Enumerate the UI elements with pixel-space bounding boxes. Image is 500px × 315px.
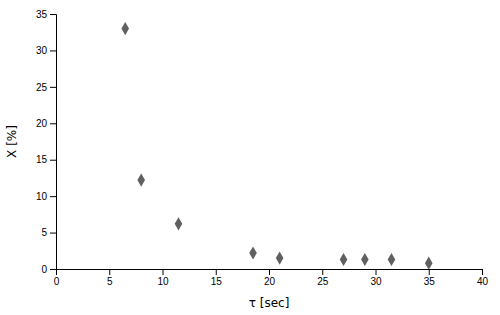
point <box>175 217 183 230</box>
axis-line <box>50 15 57 270</box>
point <box>137 174 145 187</box>
tick-label: 10 <box>36 191 48 202</box>
tick: 35 <box>36 9 56 20</box>
tick-mark <box>376 269 377 275</box>
tick-label: 15 <box>211 276 223 287</box>
tick-mark <box>322 269 323 275</box>
tick-label: 20 <box>264 276 276 287</box>
point <box>121 22 129 35</box>
tick-mark <box>50 14 56 15</box>
tick-mark <box>109 269 110 275</box>
tick: 30 <box>36 45 56 56</box>
tick: 30 <box>370 269 382 287</box>
point <box>388 253 396 266</box>
tick-mark <box>216 269 217 275</box>
tick: 40 <box>477 269 489 287</box>
x-axis-title: τ [sec] <box>249 296 290 310</box>
tick-mark <box>482 269 483 275</box>
tick: 15 <box>211 269 223 287</box>
tick-mark <box>50 50 56 51</box>
tick: 10 <box>157 269 169 287</box>
point <box>276 251 284 264</box>
tick-label: 35 <box>424 276 436 287</box>
point <box>249 246 257 259</box>
tick-label: 40 <box>477 276 489 287</box>
tick-mark <box>269 269 270 275</box>
tick-mark <box>50 160 56 161</box>
tick-label: 5 <box>107 276 113 287</box>
tick: 20 <box>264 269 276 287</box>
tick-label: 15 <box>36 154 48 165</box>
points <box>121 22 432 269</box>
tick-label: 20 <box>36 118 48 129</box>
y-axis: 0 5 10 15 20 25 30 35 <box>36 9 57 275</box>
point <box>425 257 433 269</box>
tick-label: 35 <box>36 9 48 20</box>
tick-mark <box>50 269 56 270</box>
tick-label: 5 <box>41 227 47 238</box>
tick-label: 30 <box>36 45 48 56</box>
tick: 20 <box>36 118 56 129</box>
tick-label: 25 <box>317 276 329 287</box>
tick: 5 <box>41 227 56 238</box>
tick: 0 <box>54 269 60 287</box>
tick: 5 <box>107 269 113 287</box>
tick-mark <box>50 233 56 234</box>
tick-label: 30 <box>370 276 382 287</box>
point <box>340 253 348 266</box>
tick-mark <box>50 123 56 124</box>
tick-mark <box>50 87 56 88</box>
tick-label: 0 <box>41 264 47 275</box>
point <box>361 253 369 266</box>
tick-label: 0 <box>54 276 60 287</box>
y-axis-title: X [%] <box>5 125 19 158</box>
tick-label: 10 <box>157 276 169 287</box>
tick: 35 <box>424 269 436 287</box>
tick: 0 <box>41 264 56 275</box>
tick: 10 <box>36 191 56 202</box>
x-axis: 0 5 10 15 20 25 30 35 40 <box>54 269 489 287</box>
axis-line <box>57 270 483 276</box>
plot: 0 5 10 15 20 25 30 35 40 0 5 10 15 20 25 30 35 <box>36 9 489 287</box>
tick-mark <box>50 196 56 197</box>
chart: 0 5 10 15 20 25 30 35 40 0 5 10 15 20 25 30 35 τ [sec] X [… <box>0 0 500 315</box>
tick-label: 25 <box>36 82 48 93</box>
tick: 15 <box>36 154 56 165</box>
tick: 25 <box>36 82 56 93</box>
tick-mark <box>163 269 164 275</box>
tick: 25 <box>317 269 329 287</box>
tick-mark <box>429 269 430 275</box>
